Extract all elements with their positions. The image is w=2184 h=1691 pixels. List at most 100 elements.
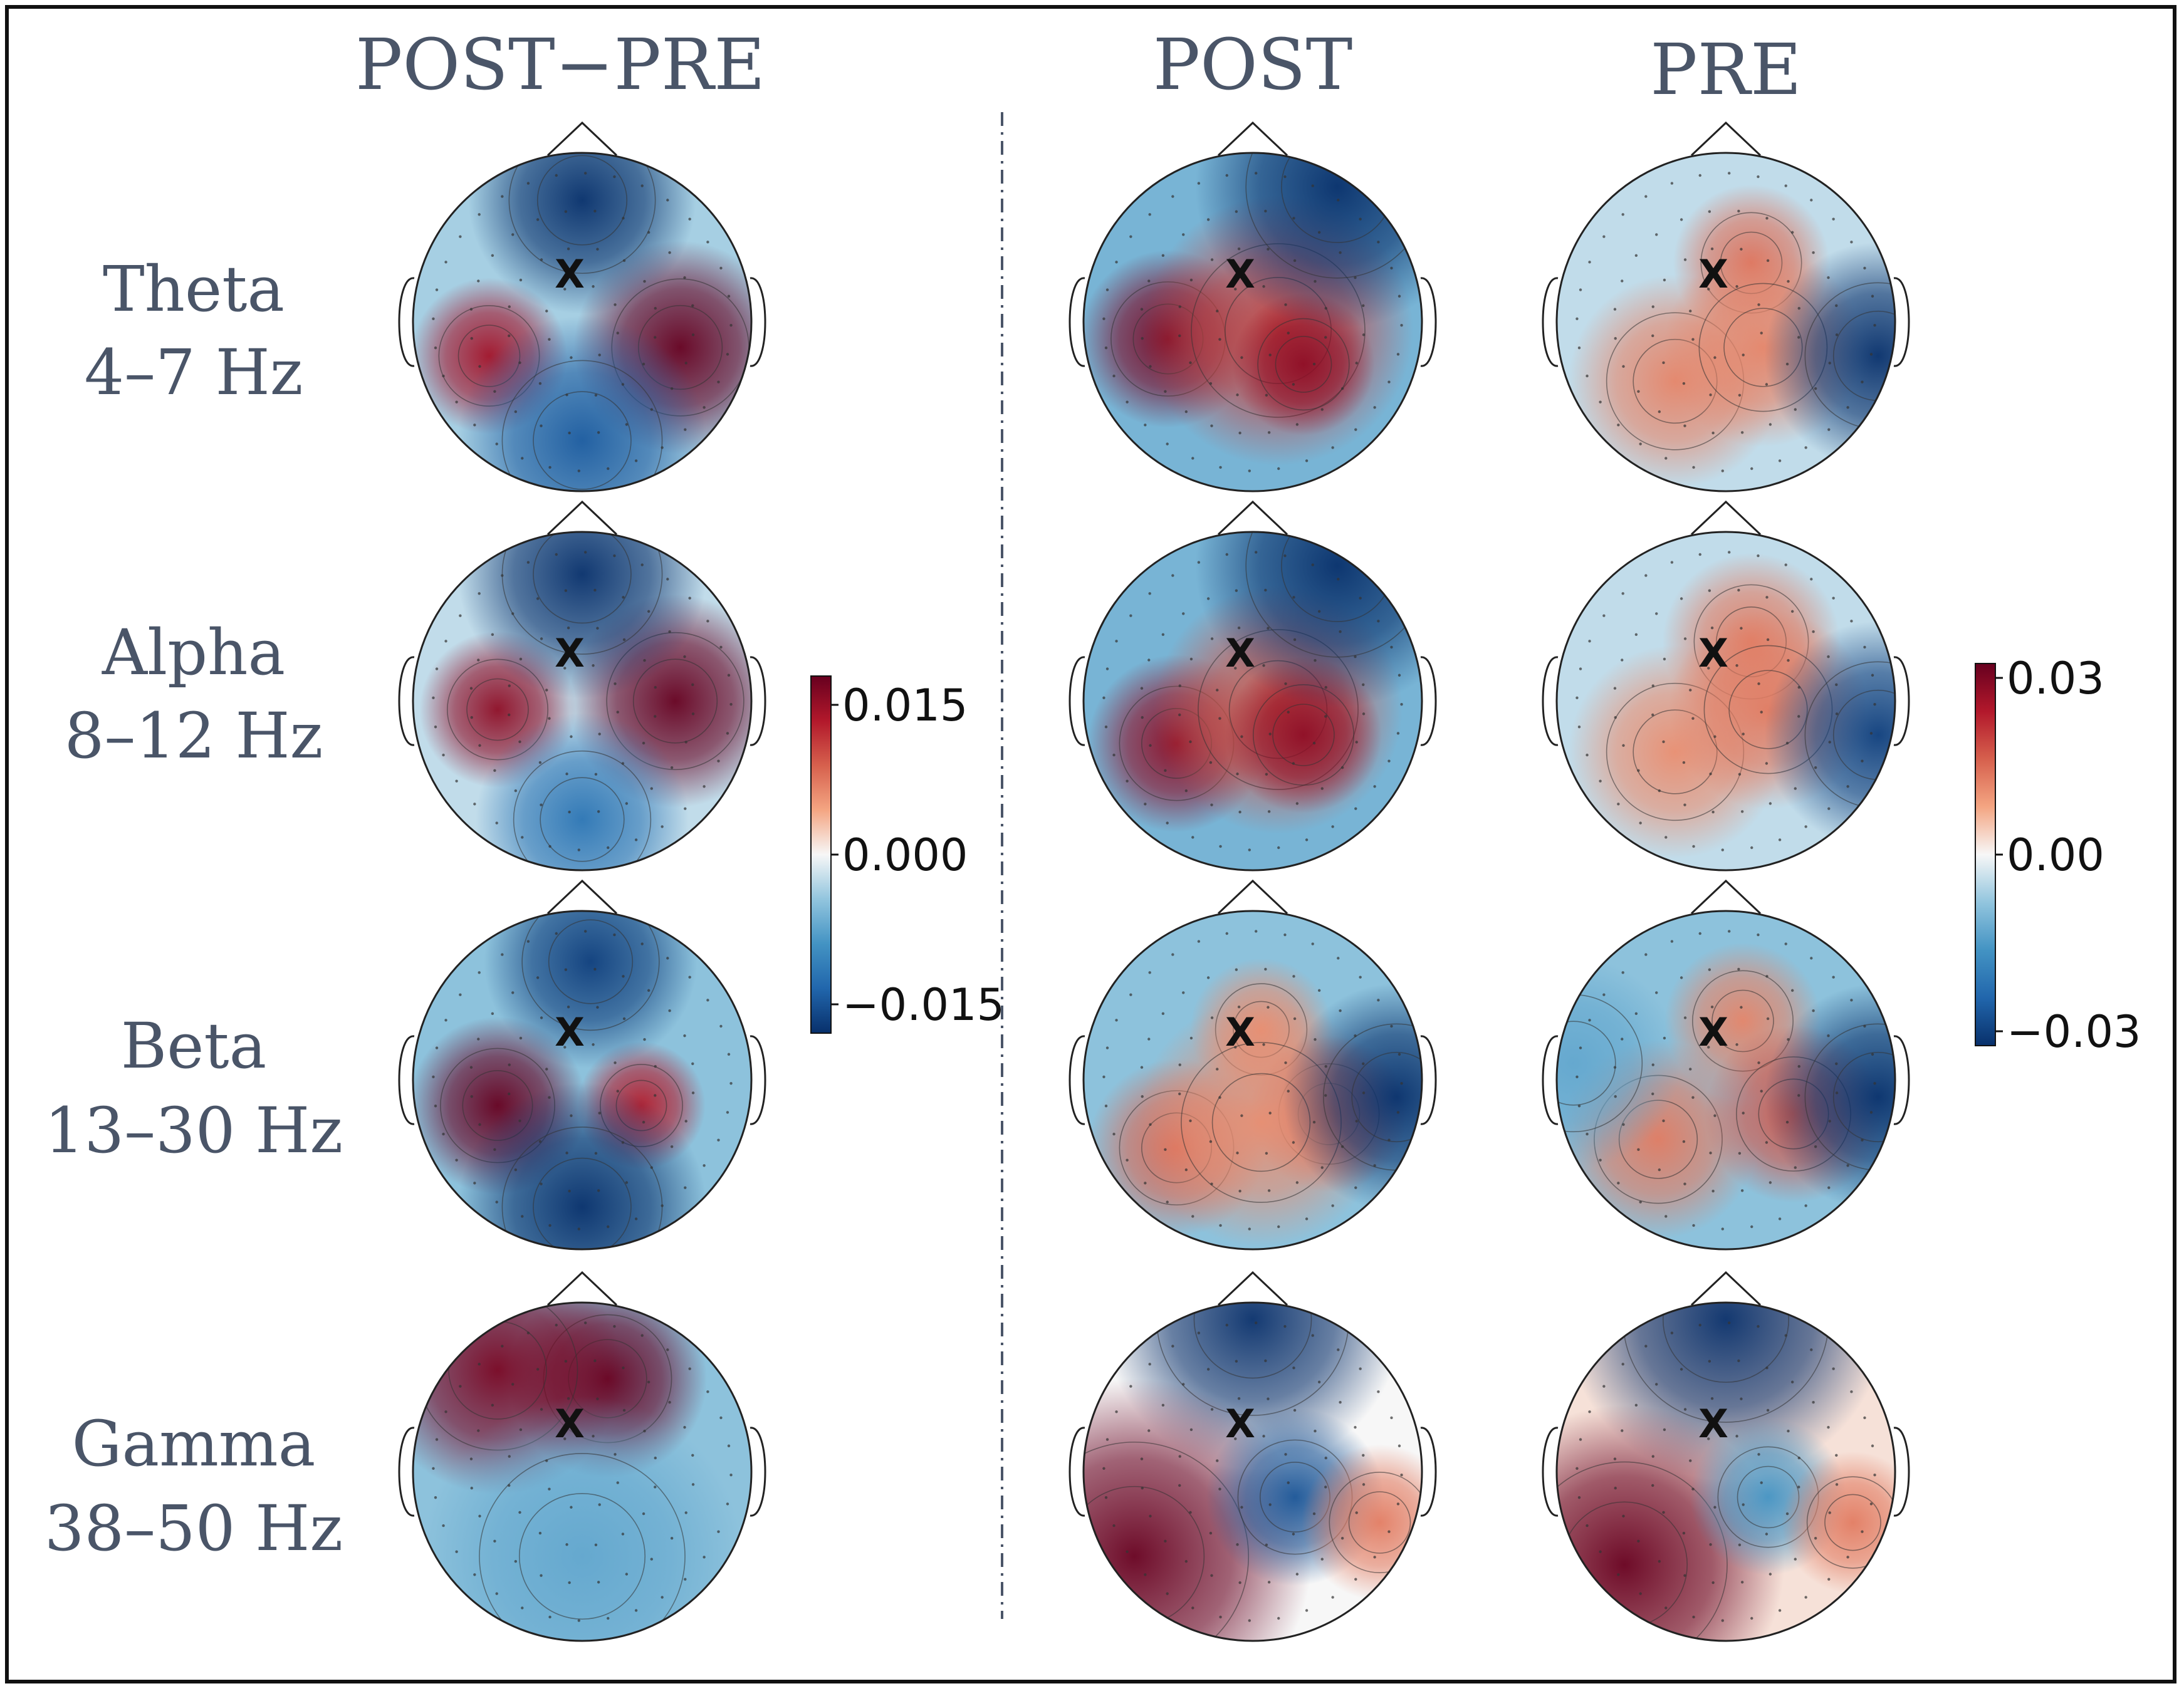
electrode xyxy=(688,217,691,221)
electrode xyxy=(1692,1224,1695,1227)
head-ear-right xyxy=(1420,1035,1437,1125)
electrode xyxy=(1804,1596,1807,1599)
electrode xyxy=(1637,390,1640,393)
contour-line xyxy=(533,1157,632,1249)
electrode xyxy=(616,1090,619,1093)
electrode xyxy=(616,710,619,714)
electrode xyxy=(666,1348,669,1351)
topomap-pre-theta: X xyxy=(1542,121,1910,492)
electrode xyxy=(594,393,598,397)
electrode xyxy=(1206,976,1210,979)
electrode xyxy=(1359,1367,1362,1370)
electrode xyxy=(598,1503,601,1506)
electrode xyxy=(1148,592,1151,595)
electrode xyxy=(1197,561,1201,564)
head-outline xyxy=(1082,152,1423,492)
electrode xyxy=(1586,753,1589,757)
electrode xyxy=(1377,1390,1380,1393)
electrode xyxy=(495,821,498,825)
electrode xyxy=(1757,303,1760,306)
electrode xyxy=(661,446,664,449)
electrode xyxy=(434,1496,437,1499)
electrode xyxy=(1237,1397,1241,1400)
electrode xyxy=(1311,942,1314,945)
electrode xyxy=(1115,261,1118,264)
electrode xyxy=(538,382,542,385)
electrode xyxy=(1359,217,1362,221)
colorbar-abs: 0.03 0.00 −0.03 xyxy=(1975,653,2141,1058)
electrode xyxy=(592,285,595,288)
electrode xyxy=(1129,235,1132,238)
electrode xyxy=(597,1189,600,1192)
electrode xyxy=(1147,279,1151,283)
electrode xyxy=(564,1360,568,1363)
head-outline xyxy=(412,1301,753,1642)
marker-x: X xyxy=(1225,1009,1255,1055)
electrode xyxy=(1617,1573,1620,1576)
electrode xyxy=(1827,1578,1831,1581)
electrode xyxy=(1184,1168,1188,1172)
electrode xyxy=(477,279,480,283)
electrode xyxy=(1354,1425,1357,1429)
electrode xyxy=(1182,233,1185,236)
electrode xyxy=(536,218,540,221)
electrode xyxy=(470,715,473,719)
electrode xyxy=(726,1502,729,1506)
electrode xyxy=(1644,195,1648,198)
electrode xyxy=(1621,1363,1624,1366)
electrode xyxy=(455,1550,458,1553)
electrode xyxy=(1790,610,1794,613)
electrode xyxy=(634,459,638,462)
electrode xyxy=(1613,1457,1617,1460)
electrode xyxy=(442,1132,445,1136)
electrode xyxy=(519,1428,523,1432)
electrode xyxy=(1264,967,1267,971)
electrode xyxy=(1265,1152,1268,1155)
electrode xyxy=(596,1397,599,1400)
electrode xyxy=(1728,930,1731,933)
electrode xyxy=(647,610,650,613)
electrode xyxy=(1873,1082,1876,1085)
electrode xyxy=(1354,1034,1357,1038)
electrode xyxy=(1850,1390,1853,1393)
electrode xyxy=(642,362,645,366)
electrode xyxy=(1339,1401,1342,1404)
electrode xyxy=(684,1120,687,1123)
electrode xyxy=(1237,627,1241,630)
band-name: Alpha xyxy=(102,616,285,689)
electrode xyxy=(1814,387,1817,390)
electrode xyxy=(1210,637,1214,640)
electrode xyxy=(1869,1502,1873,1506)
electrode xyxy=(1339,1009,1342,1012)
electrode xyxy=(1305,459,1309,462)
electrode xyxy=(1683,1408,1687,1411)
electrode xyxy=(614,303,617,306)
electrode xyxy=(1209,1140,1213,1143)
electrode xyxy=(540,803,543,806)
electrode xyxy=(1164,769,1167,772)
electrode xyxy=(1728,551,1731,554)
electrode xyxy=(1766,1408,1770,1412)
electrode xyxy=(1707,288,1710,291)
electrode xyxy=(1588,640,1591,643)
electrode xyxy=(1324,1456,1327,1460)
electrode xyxy=(563,1437,567,1440)
electrode xyxy=(643,279,646,283)
electrode xyxy=(1579,667,1582,670)
electrode xyxy=(1713,356,1716,359)
electrode xyxy=(1359,596,1362,600)
electrode xyxy=(1689,1459,1692,1462)
electrode xyxy=(1810,199,1813,202)
electrode xyxy=(548,466,551,469)
electrode xyxy=(508,334,511,338)
electrode xyxy=(1577,1105,1581,1108)
electrode xyxy=(691,1091,695,1095)
electrode xyxy=(459,614,462,617)
electrode xyxy=(432,1467,435,1470)
electrode xyxy=(1680,1368,1683,1371)
electrode xyxy=(1784,563,1787,566)
electrode xyxy=(478,744,481,747)
electrode xyxy=(1757,1061,1760,1064)
electrode xyxy=(684,741,687,744)
electrode xyxy=(1104,1496,1108,1499)
